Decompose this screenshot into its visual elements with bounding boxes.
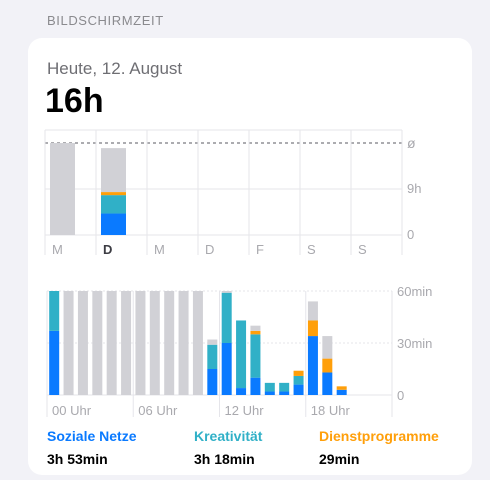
category-value-creativity: 3h 18min (194, 451, 255, 467)
category-label-social: Soziale Netze (47, 428, 137, 444)
week-bar-segment (50, 143, 75, 235)
hour-axis-label: 00 Uhr (52, 403, 92, 418)
category-label-creativity: Kreativität (194, 428, 263, 444)
hour-bar-segment (279, 391, 290, 395)
hour-bar-segment (135, 291, 146, 395)
week-day-label: F (256, 242, 264, 257)
week-day-label: M (52, 242, 63, 257)
hour-bar-segment (293, 375, 304, 385)
hour-bar-segment (279, 382, 290, 392)
hour-bar-segment (307, 336, 318, 395)
hour-bar-segment (164, 291, 175, 395)
hour-bar-segment (178, 291, 189, 395)
hour-bar-segment (121, 291, 132, 395)
date-label: Heute, 12. August (47, 59, 183, 78)
hour-bar-segment (92, 291, 103, 395)
hour-bar-segment (106, 291, 117, 395)
hourly-usage-chart[interactable]: 0 30min 60min 00 Uhr 06 Uhr 12 Uhr 18 Uhr (28, 38, 472, 428)
hour-bar-segment (149, 291, 160, 395)
hour-bar-segment (250, 334, 261, 378)
hour-bar-segment (307, 320, 318, 337)
hour-bar-segment (77, 291, 88, 395)
week-day-label: M (154, 242, 165, 257)
week-bar-segment (101, 213, 126, 235)
week-average-label: ø (407, 135, 416, 151)
week-bar-segment (101, 195, 126, 214)
hour-bar-segment (207, 344, 218, 369)
hour-bar-segment (63, 291, 74, 395)
hour-bar-segment (49, 330, 60, 395)
hour-bar-segment (336, 389, 347, 395)
total-time: 16h (45, 82, 104, 120)
hour-bar-segment (221, 292, 232, 343)
hour-bar-segment (293, 384, 304, 395)
week-bar-segment (101, 148, 126, 193)
week-day-label: D (205, 242, 214, 257)
hour-bar-segment (236, 388, 247, 395)
hour-bar-segment (221, 343, 232, 395)
hour-bar-segment (336, 386, 347, 390)
week-day-label: D (103, 242, 112, 257)
section-title: BILDSCHIRMZEIT (47, 13, 164, 28)
hour-bar-segment (221, 291, 232, 293)
hour-bar-segment (264, 382, 275, 392)
week-day-label: S (307, 242, 316, 257)
hour-bar-segment (322, 336, 333, 359)
category-value-utilities: 29min (319, 451, 360, 467)
hour-bar-segment (236, 320, 247, 389)
hour-bar-segment (207, 369, 218, 395)
hour-bar-segment (192, 291, 203, 395)
hour-bar-segment (322, 372, 333, 395)
week-day-label: S (358, 242, 367, 257)
week-tick-label: 0 (407, 227, 414, 242)
hour-bar-segment (250, 377, 261, 395)
hour-bar-segment (322, 358, 333, 373)
hour-bar-segment (250, 325, 261, 331)
week-tick-label: 9h (407, 181, 421, 196)
hour-tick-label: 0 (397, 388, 404, 403)
weekly-usage-chart[interactable]: M D M D F S S 0 9h ø (28, 38, 472, 268)
hour-bar-segment (207, 339, 218, 345)
hour-axis-label: 06 Uhr (138, 403, 178, 418)
hour-axis-label: 18 Uhr (311, 403, 351, 418)
week-bar-segment (101, 192, 126, 196)
hour-bar-segment (49, 291, 60, 331)
hour-axis-label: 12 Uhr (225, 403, 265, 418)
hour-bar-segment (250, 330, 261, 335)
category-label-utilities: Dienstprogramme (319, 428, 439, 444)
category-value-social: 3h 53min (47, 451, 108, 467)
screen-time-card[interactable]: Heute, 12. August 16h M D M D F S S 0 9h ø 0 30min… (28, 38, 472, 475)
hour-bar-segment (293, 370, 304, 376)
hour-bar-segment (264, 391, 275, 395)
hour-bar-segment (307, 301, 318, 321)
hour-tick-label: 30min (397, 336, 432, 351)
hour-tick-label: 60min (397, 284, 432, 299)
